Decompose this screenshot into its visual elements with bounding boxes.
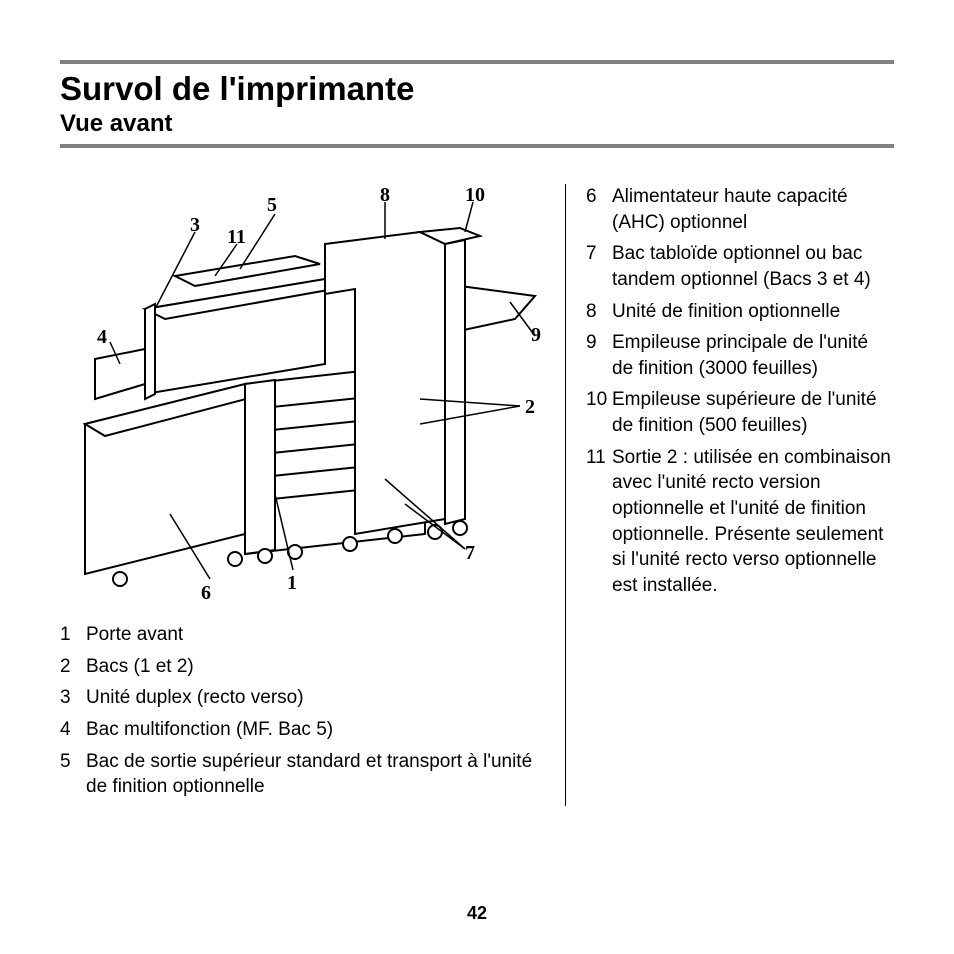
page-number: 42: [0, 903, 954, 924]
left-column: 1 2 3 4 5 6 7 8 9 10 11 1 Porte avant 2: [60, 184, 565, 806]
list-num: 2: [60, 654, 86, 680]
list-text: Bac de sortie supérieur standard et tran…: [86, 749, 545, 800]
list-text: Sortie 2 : utilisée en combinaison avec …: [612, 445, 894, 599]
printer-diagram: 1 2 3 4 5 6 7 8 9 10 11: [65, 184, 540, 604]
right-column: 6 Alimentateur haute capacité (AHC) opti…: [566, 184, 894, 806]
list-item: 3 Unité duplex (recto verso): [60, 685, 545, 711]
list-num: 6: [586, 184, 612, 235]
list-num: 4: [60, 717, 86, 743]
list-item: 5 Bac de sortie supérieur standard et tr…: [60, 749, 545, 800]
callout-7: 7: [465, 542, 475, 565]
list-num: 8: [586, 299, 612, 325]
list-item: 7 Bac tabloïde optionnel ou bac tandem o…: [586, 241, 894, 292]
list-item: 9 Empileuse principale de l'unité de fin…: [586, 330, 894, 381]
list-text: Unité duplex (recto verso): [86, 685, 545, 711]
printer-svg: [65, 184, 540, 604]
right-legend-list: 6 Alimentateur haute capacité (AHC) opti…: [586, 184, 894, 599]
page-subtitle: Vue avant: [60, 110, 894, 138]
list-text: Bacs (1 et 2): [86, 654, 545, 680]
list-num: 7: [586, 241, 612, 292]
list-item: 11 Sortie 2 : utilisée en combinaison av…: [586, 445, 894, 599]
list-text: Alimentateur haute capacité (AHC) option…: [612, 184, 894, 235]
list-text: Bac tabloïde optionnel ou bac tandem opt…: [612, 241, 894, 292]
list-text: Bac multifonction (MF. Bac 5): [86, 717, 545, 743]
list-num: 3: [60, 685, 86, 711]
list-text: Empileuse supérieure de l'unité de finit…: [612, 387, 894, 438]
callout-6: 6: [201, 582, 211, 605]
callout-5: 5: [267, 194, 277, 217]
list-item: 2 Bacs (1 et 2): [60, 654, 545, 680]
callout-11: 11: [227, 226, 246, 249]
callout-8: 8: [380, 184, 390, 207]
list-num: 11: [586, 445, 612, 599]
left-legend-list: 1 Porte avant 2 Bacs (1 et 2) 3 Unité du…: [60, 622, 545, 800]
top-rule: [60, 60, 894, 64]
callout-3: 3: [190, 214, 200, 237]
list-num: 1: [60, 622, 86, 648]
list-item: 8 Unité de finition optionnelle: [586, 299, 894, 325]
list-text: Empileuse principale de l'unité de finit…: [612, 330, 894, 381]
list-text: Unité de finition optionnelle: [612, 299, 894, 325]
callout-1: 1: [287, 572, 297, 595]
callout-2: 2: [525, 396, 535, 419]
list-text: Porte avant: [86, 622, 545, 648]
list-num: 10: [586, 387, 612, 438]
two-column-layout: 1 2 3 4 5 6 7 8 9 10 11 1 Porte avant 2: [60, 184, 894, 806]
list-item: 6 Alimentateur haute capacité (AHC) opti…: [586, 184, 894, 235]
list-num: 9: [586, 330, 612, 381]
callout-9: 9: [531, 324, 541, 347]
list-num: 5: [60, 749, 86, 800]
callout-4: 4: [97, 326, 107, 349]
under-title-rule: [60, 144, 894, 148]
list-item: 4 Bac multifonction (MF. Bac 5): [60, 717, 545, 743]
list-item: 1 Porte avant: [60, 622, 545, 648]
document-page: Survol de l'imprimante Vue avant: [0, 0, 954, 954]
page-title: Survol de l'imprimante: [60, 70, 894, 108]
list-item: 10 Empileuse supérieure de l'unité de fi…: [586, 387, 894, 438]
callout-10: 10: [465, 184, 485, 207]
